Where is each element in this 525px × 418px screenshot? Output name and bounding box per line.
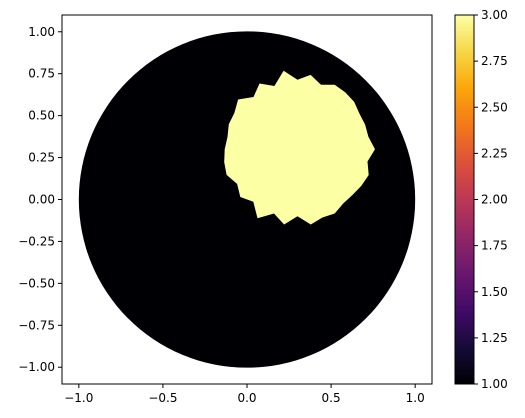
y-tick-label: −1.00 [18,360,55,374]
x-tick-label: −0.5 [148,391,177,405]
field-region-low [78,31,416,368]
y-tick-label: −0.75 [18,318,55,332]
colorbar-tick-label: 1.50 [481,285,508,299]
y-tick-label: 0.75 [28,67,55,81]
colorbar-tick-label: 2.00 [481,193,508,207]
y-tick-label: 0.50 [28,109,55,123]
y-tick-label: 0.25 [28,151,55,165]
x-axis: −1.0 −0.5 0.0 0.5 1.0 [64,384,425,405]
plot-area [61,14,433,385]
colorbar-gradient [454,14,475,385]
y-tick-label: 0.00 [28,193,55,207]
x-tick-label: 0.5 [322,391,341,405]
colorbar-tick-label: 1.00 [481,377,508,391]
field-region-high [224,70,375,225]
colorbar-tick-label: 2.75 [481,54,508,68]
colorbar-tick-label: 2.50 [481,100,508,114]
x-tick-label: 0.0 [237,391,256,405]
x-tick-label: −1.0 [64,391,93,405]
x-tick-label: 1.0 [406,391,425,405]
colorbar-tick-label: 1.75 [481,239,508,253]
colorbar: 1.00 1.25 1.50 1.75 2.00 2.25 2.50 2.75 3.00 [454,8,508,391]
colorbar-tick-label: 3.00 [481,8,508,22]
colorbar-tick-label: 1.25 [481,331,508,345]
y-tick-label: −0.50 [18,276,55,290]
y-tick-label: 1.00 [28,25,55,39]
y-axis: −1.00 −0.75 −0.50 −0.25 0.00 0.25 0.50 0.75 1.00 [18,25,62,374]
y-tick-label: −0.25 [18,234,55,248]
colorbar-tick-label: 2.25 [481,146,508,160]
